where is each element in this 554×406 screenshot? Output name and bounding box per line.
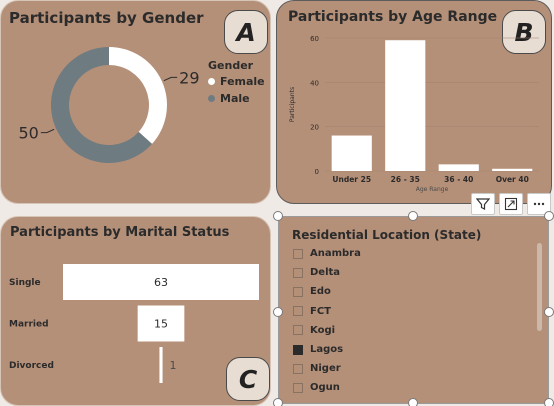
- marital-category-label: Divorced: [9, 361, 54, 371]
- age-bar[interactable]: [492, 168, 533, 171]
- resize-handle-top-left[interactable]: [273, 211, 283, 221]
- marital-card-badge: C: [226, 357, 270, 401]
- age-bar[interactable]: [331, 135, 372, 171]
- slicer-scrollbar[interactable]: [537, 243, 542, 331]
- donut-leader-line: [40, 128, 55, 134]
- focus-mode-icon: [504, 197, 518, 211]
- age-x-axis-label: Age Range: [416, 186, 449, 193]
- slicer-checkbox[interactable]: [293, 344, 303, 355]
- age-card-badge: B: [502, 10, 546, 54]
- gender-legend: Gender Female Male: [208, 59, 265, 109]
- marital-category-label: Single: [9, 278, 41, 288]
- age-x-tick-label: Under 25: [332, 175, 371, 184]
- marital-data-label: 15: [154, 318, 168, 331]
- slicer-item[interactable]: FCT: [293, 302, 533, 321]
- slicer-checkbox[interactable]: [293, 325, 303, 336]
- age-y-tick-label: 60: [310, 35, 319, 43]
- marital-funnel-bar[interactable]: [63, 264, 259, 300]
- age-y-tick-label: 40: [310, 79, 319, 87]
- gender-card-title: Participants by Gender: [9, 9, 204, 27]
- slicer-item[interactable]: Delta: [293, 263, 533, 282]
- age-x-tick-label: 36 - 40: [444, 175, 473, 184]
- marital-funnel-bar[interactable]: [159, 347, 163, 383]
- slicer-checkbox[interactable]: [293, 267, 303, 278]
- slicer-item[interactable]: Kogi: [293, 321, 533, 340]
- slicer-item-label: Ogun: [310, 382, 340, 394]
- marital-card-title: Participants by Marital Status: [10, 225, 230, 240]
- gender-donut-chart: 29 50: [18, 47, 200, 163]
- slicer-list: Anambra Delta Edo FCT Kogi Lagos Niger Ogun: [293, 244, 533, 404]
- donut-data-label-male: 50: [18, 124, 38, 143]
- slicer-item-label: Kogi: [310, 324, 336, 336]
- resize-handle-left[interactable]: [273, 307, 283, 317]
- slicer-checkbox[interactable]: [293, 306, 303, 317]
- donut-data-label-female: 29: [179, 68, 199, 87]
- slicer-item[interactable]: Lagos: [293, 340, 533, 359]
- slicer-item[interactable]: Anambra: [293, 244, 533, 263]
- age-x-tick-label: 26 - 35: [391, 175, 420, 184]
- age-card-title: Participants by Age Range: [288, 9, 498, 25]
- marital-data-label: 63: [154, 276, 168, 289]
- age-y-tick-label: 20: [310, 124, 319, 132]
- legend-marker-icon: [208, 78, 215, 85]
- age-bar-chart: 0 20 40 60 Participants Under 25 26 - 35 36 - 4…: [289, 35, 539, 193]
- gender-card[interactable]: Participants by Gender A 29 50 Gender Fem…: [0, 0, 271, 204]
- gender-legend-item-male[interactable]: Male: [208, 92, 265, 105]
- marital-card[interactable]: Participants by Marital Status Single 63 M…: [0, 216, 271, 406]
- marital-funnel-chart: Single 63 Married 15 Divorced 1: [9, 264, 259, 383]
- donut-slice-male[interactable]: [50, 47, 152, 163]
- slicer-item[interactable]: Edo: [293, 282, 533, 301]
- slicer-item-label: FCT: [310, 305, 331, 317]
- age-bar[interactable]: [438, 164, 479, 171]
- more-options-icon: [533, 202, 545, 206]
- age-card[interactable]: Participants by Age Range B 0 20 40 60 Parti…: [276, 0, 552, 204]
- slicer-item-label: Lagos: [310, 344, 344, 356]
- slicer-checkbox[interactable]: [293, 382, 303, 393]
- donut-leader-line: [163, 76, 178, 82]
- age-bar[interactable]: [385, 40, 426, 171]
- donut-slice-female[interactable]: [109, 47, 167, 144]
- slicer-checkbox[interactable]: [293, 363, 303, 374]
- gender-legend-label: Female: [220, 75, 265, 88]
- age-y-tick-label: 0: [315, 168, 319, 176]
- resize-handle-bottom[interactable]: [408, 398, 418, 406]
- marital-funnel-bar[interactable]: [137, 305, 185, 342]
- slicer-item-label: Delta: [310, 267, 341, 279]
- legend-marker-icon: [208, 95, 215, 102]
- slicer-item-label: Edo: [310, 286, 331, 298]
- filter-icon: [476, 198, 490, 210]
- age-y-axis-label: Participants: [289, 87, 296, 122]
- location-slicer[interactable]: Residential Location (State) Anambra Delt…: [278, 216, 549, 404]
- resize-handle-top-right[interactable]: [544, 211, 554, 221]
- gender-legend-item-female[interactable]: Female: [208, 75, 265, 88]
- gender-legend-label: Male: [220, 92, 250, 105]
- visual-header-toolbar: [471, 193, 551, 215]
- more-options-button[interactable]: [527, 193, 551, 215]
- slicer-item-label: Anambra: [310, 248, 361, 260]
- focus-mode-button[interactable]: [499, 193, 523, 215]
- resize-handle-right[interactable]: [544, 307, 554, 317]
- slicer-title: Residential Location (State): [292, 228, 482, 242]
- slicer-checkbox[interactable]: [293, 248, 303, 259]
- resize-handle-bottom-right[interactable]: [544, 398, 554, 406]
- slicer-item-label: Niger: [310, 363, 341, 375]
- gender-card-badge: A: [224, 10, 268, 54]
- marital-data-label: 1: [170, 359, 177, 372]
- slicer-item[interactable]: Ogun: [293, 378, 533, 397]
- resize-handle-bottom-left[interactable]: [273, 398, 283, 406]
- filter-button[interactable]: [471, 193, 495, 215]
- age-x-tick-label: Over 40: [496, 175, 529, 184]
- marital-category-label: Married: [9, 320, 49, 330]
- resize-handle-top[interactable]: [408, 211, 418, 221]
- slicer-checkbox[interactable]: [293, 286, 303, 297]
- gender-legend-title: Gender: [208, 59, 254, 72]
- slicer-item[interactable]: Niger: [293, 359, 533, 378]
